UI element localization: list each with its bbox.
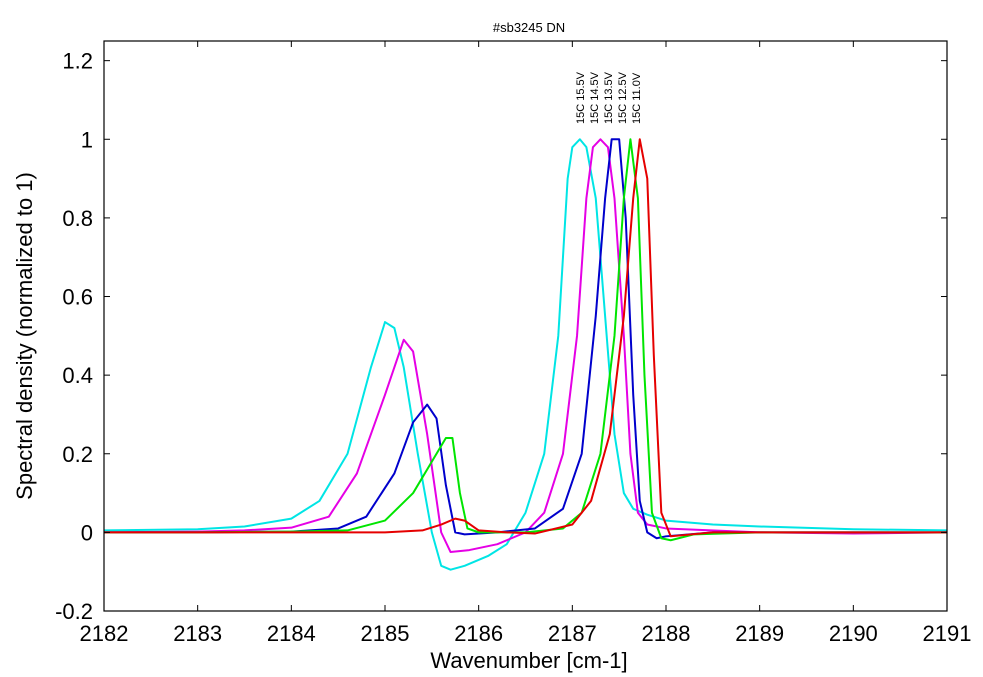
x-tick-label: 2187 [548, 621, 597, 646]
series-label: 15C 12.5V [617, 71, 629, 124]
y-tick-label: -0.2 [55, 599, 93, 624]
series-labels: 15C 15.5V 15C 14.5V 15C 13.5V 15C 12.5V 15C … [575, 71, 643, 124]
series-line-3 [104, 138, 947, 540]
x-tick-label: 2183 [173, 621, 222, 646]
series-line-2 [103, 138, 948, 554]
series-label: 15C 13.5V [603, 71, 615, 124]
x-tick-label: 2182 [80, 621, 129, 646]
y-tick-label: 0.6 [62, 285, 93, 310]
x-tick-label: 2190 [829, 621, 878, 646]
y-tick-label: 0.8 [62, 206, 93, 231]
x-tick-label: 2184 [267, 621, 316, 646]
series-line-5 [104, 138, 947, 538]
series-group [103, 138, 948, 571]
y-tick-label: 0.4 [62, 363, 93, 388]
x-tick-label: 2188 [642, 621, 691, 646]
series-line-4 [104, 138, 947, 542]
series-label: 15C 15.5V [575, 71, 587, 124]
series-label: 15C 14.5V [589, 71, 601, 124]
x-tick-label: 2186 [454, 621, 503, 646]
y-tick-label: 1 [81, 127, 93, 152]
x-tick-label: 2191 [923, 621, 972, 646]
x-tick-label: 2185 [361, 621, 410, 646]
ticks-group: 2182 2183 2184 2185 2186 2187 2188 2189 2190 2191… [55, 41, 971, 646]
x-tick-label: 2189 [735, 621, 784, 646]
series-line-1 [103, 138, 948, 571]
x-axis-label: Wavenumber [cm-1] [430, 648, 627, 673]
plot-frame [103, 40, 948, 612]
y-tick-label: 0 [81, 520, 93, 545]
y-tick-label: 0.2 [62, 442, 93, 467]
series-label: 15C 11.0V [631, 72, 643, 124]
chart-title: #sb3245 DN [493, 20, 565, 35]
y-axis-label: Spectral density (normalized to 1) [12, 172, 37, 500]
y-tick-label: 1.2 [62, 49, 93, 74]
